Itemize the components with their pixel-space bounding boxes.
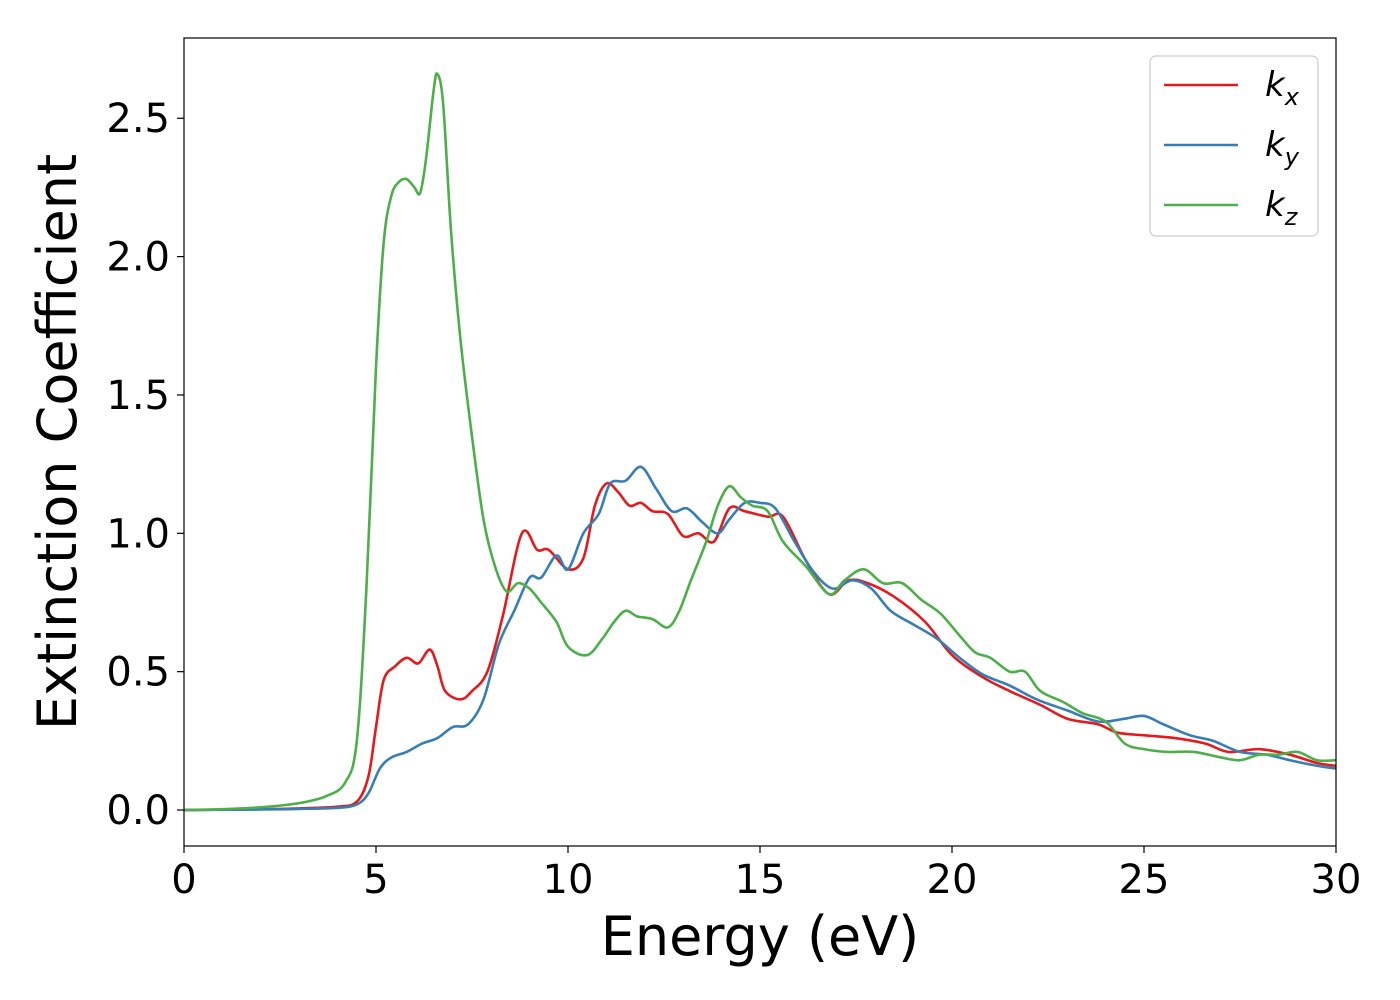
x-tick-label: 0 <box>171 857 196 903</box>
x-tick-label: 10 <box>543 857 594 903</box>
x-axis-ticks: 0 5 10 15 20 25 30 <box>171 846 1361 903</box>
y-tick-label: 0.0 <box>106 788 170 834</box>
y-axis-title: Extinction Coefficient <box>26 154 89 730</box>
x-tick-label: 30 <box>1311 857 1362 903</box>
y-axis-ticks: 0.0 0.5 1.0 1.5 2.0 2.5 <box>106 96 184 834</box>
legend-entries: kx ky kz <box>1164 65 1300 231</box>
x-tick-label: 15 <box>735 857 786 903</box>
series-line-kz <box>184 72 1336 812</box>
legend-label-kx: kx <box>1265 65 1300 111</box>
series-line-kx <box>184 481 1336 812</box>
x-axis-title: Energy (eV) <box>601 905 920 968</box>
y-tick-label: 1.5 <box>106 373 170 419</box>
y-tick-label: 2.0 <box>106 235 170 281</box>
y-tick-label: 1.0 <box>106 511 170 557</box>
legend-label-ky: ky <box>1265 125 1300 171</box>
series-line-ky <box>184 465 1336 812</box>
legend-label-kz: kz <box>1265 185 1299 231</box>
x-tick-label: 5 <box>363 857 388 903</box>
x-tick-label: 25 <box>1119 857 1170 903</box>
x-tick-label: 20 <box>927 857 978 903</box>
legend: kx ky kz <box>1149 55 1319 237</box>
y-tick-label: 2.5 <box>106 96 170 142</box>
plot-lines <box>184 72 1336 812</box>
y-tick-label: 0.5 <box>106 650 170 696</box>
